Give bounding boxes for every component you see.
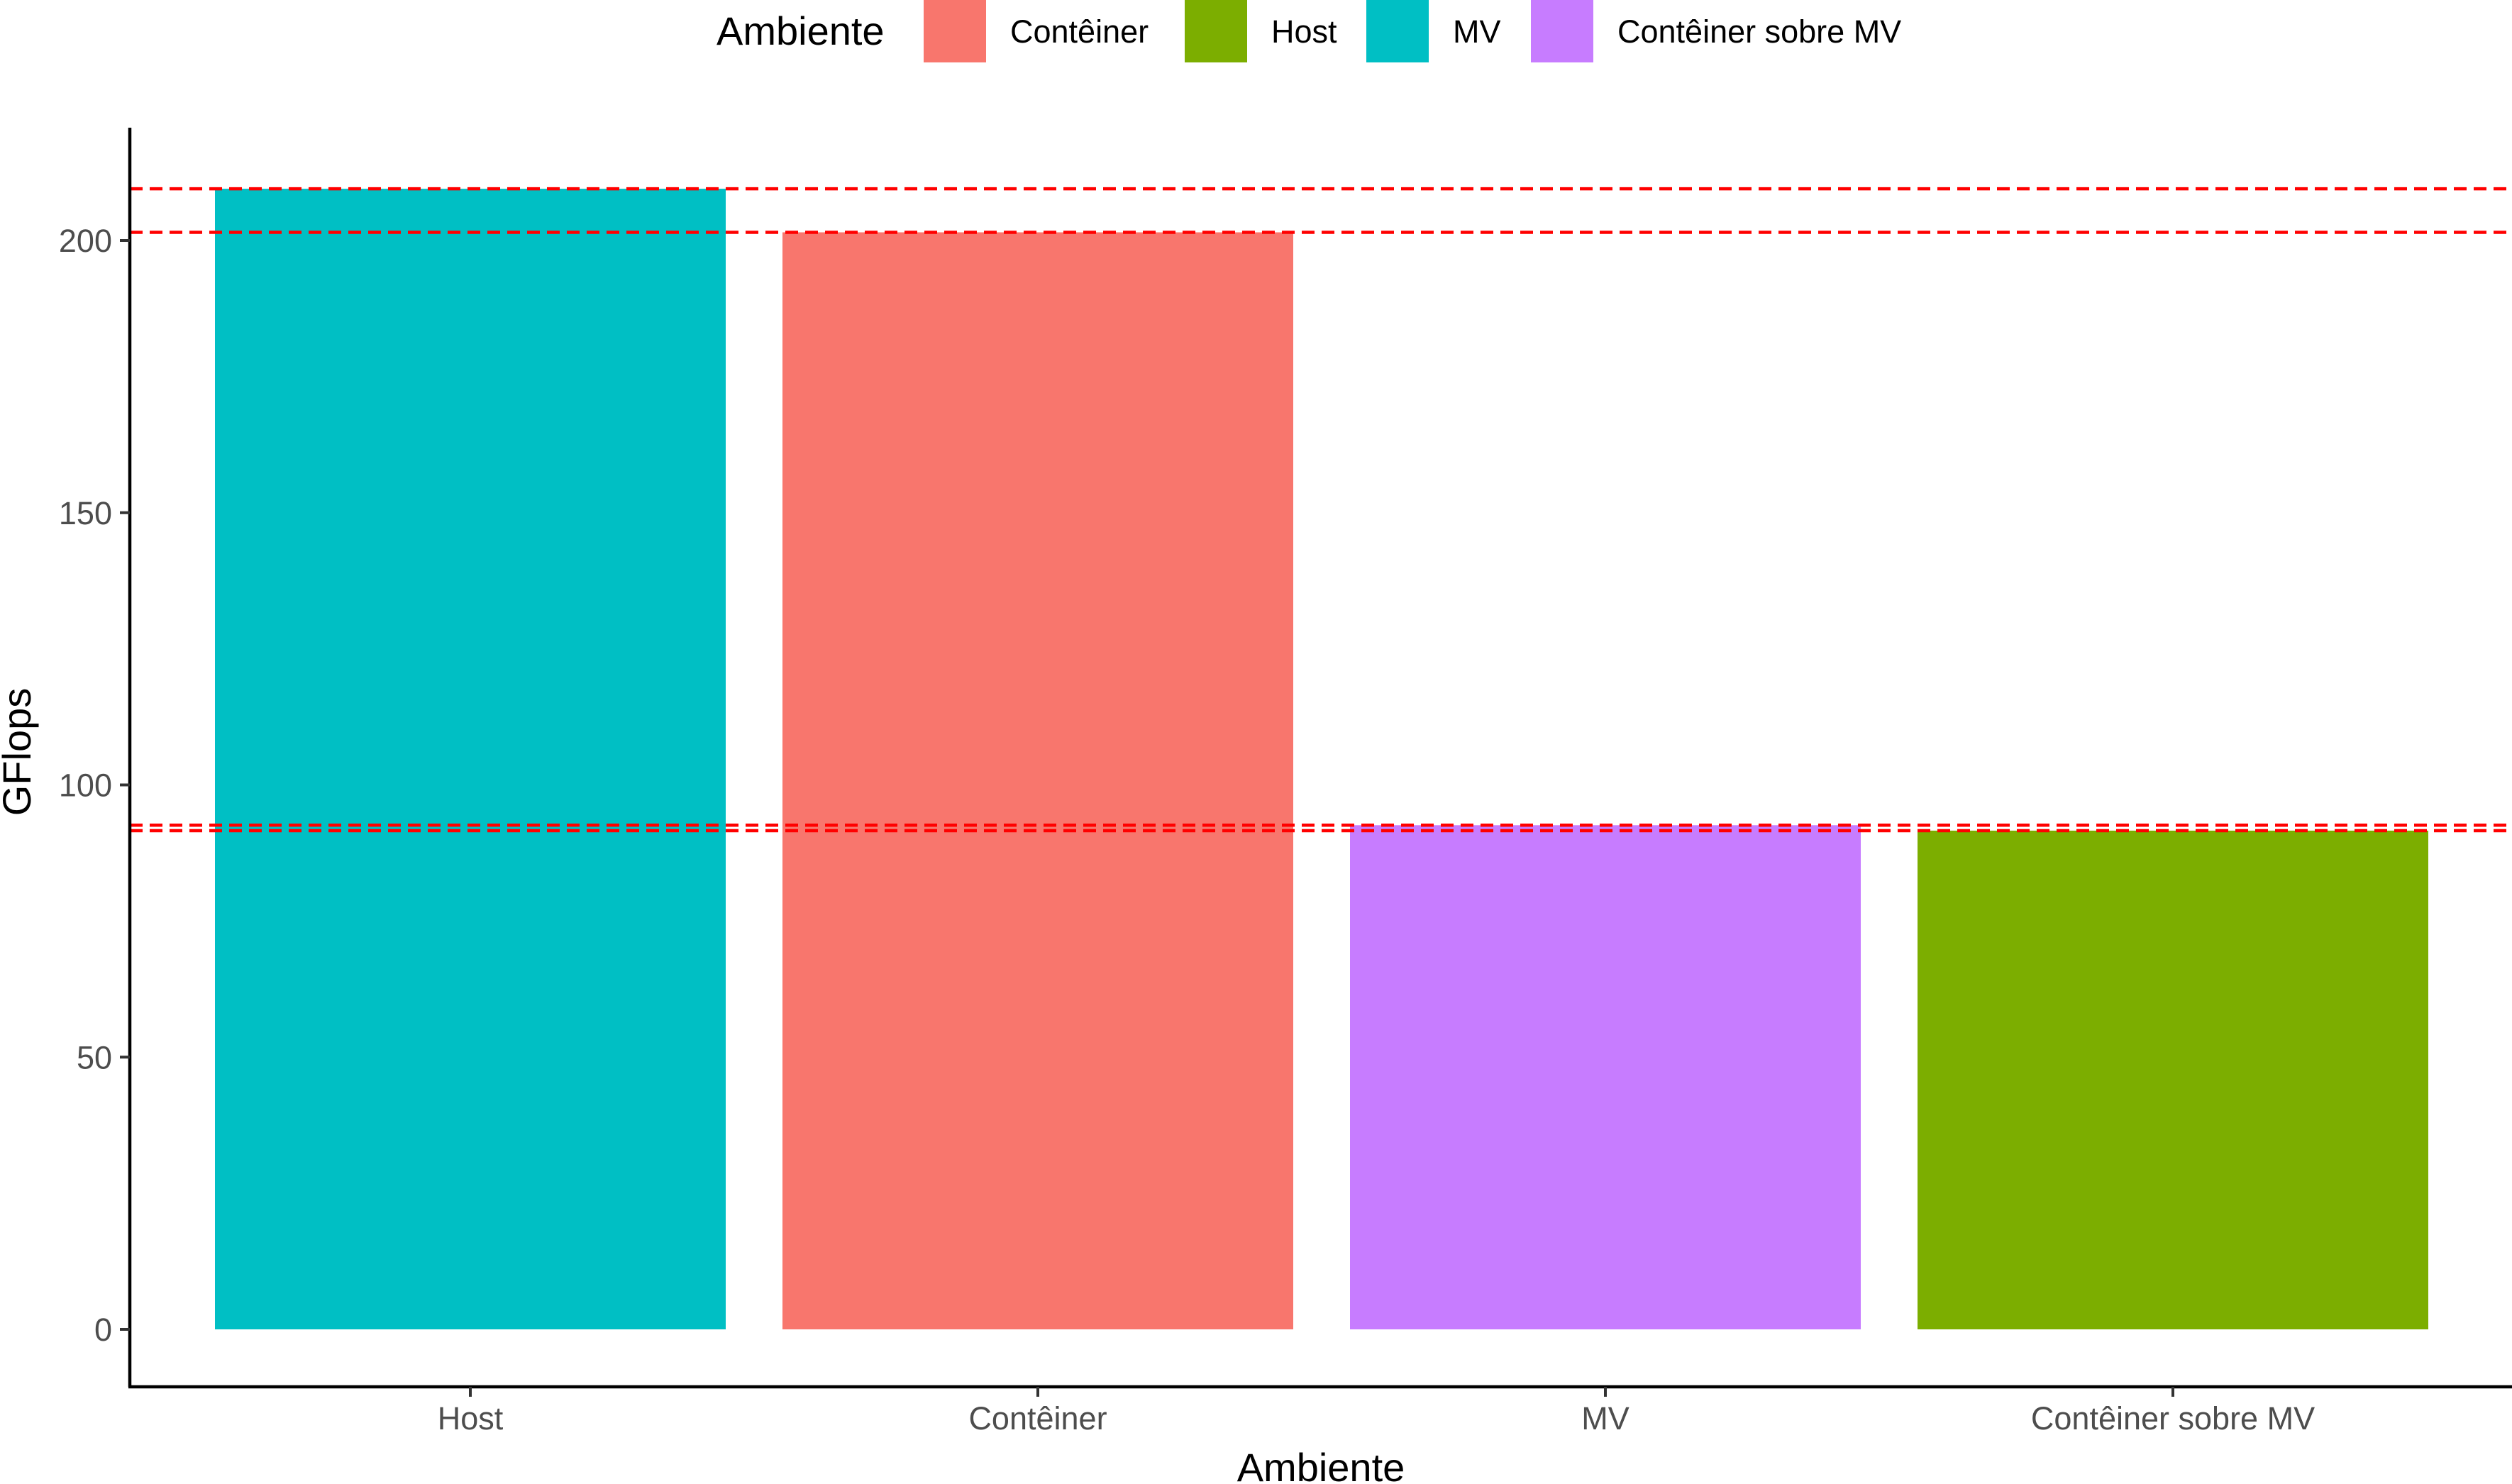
legend-swatch-mv: [1366, 0, 1429, 62]
y-tick-label-50: 50: [77, 1039, 112, 1075]
legend-swatch-conteiner-sobre-mv: [1531, 0, 1593, 62]
axes: 0 50 100 150 200 Host Contêiner MV Contêiner sob…: [59, 128, 2512, 1436]
legend-swatch-host: [1185, 0, 1247, 62]
legend-swatch-conteiner: [924, 0, 986, 62]
legend-label-conteiner-sobre-mv: Contêiner sobre MV: [1617, 13, 1901, 50]
legend-label-conteiner: Contêiner: [1010, 13, 1149, 50]
bar-mv: [1350, 825, 1861, 1329]
legend-label-host: Host: [1271, 13, 1337, 50]
y-tick-label-150: 150: [59, 495, 112, 531]
y-axis-title: GFlops: [0, 688, 39, 816]
y-tick-label-100: 100: [59, 768, 112, 804]
x-axis-title: Ambiente: [1237, 1445, 1405, 1484]
bar-conteiner-sobre-mv: [1918, 830, 2428, 1329]
legend-label-mv: MV: [1453, 13, 1501, 50]
bars: [215, 189, 2428, 1329]
x-tick-label-mv: MV: [1581, 1400, 1630, 1436]
bar-conteiner: [782, 232, 1293, 1329]
x-tick-label-conteiner: Contêiner: [968, 1400, 1107, 1436]
y-tick-label-0: 0: [94, 1312, 112, 1348]
legend-title: Ambiente: [716, 9, 885, 53]
x-tick-label-conteiner-sobre-mv: Contêiner sobre MV: [2031, 1400, 2315, 1436]
legend: Ambiente Contêiner Host MV Contêiner sobre …: [716, 0, 1901, 62]
bar-host: [215, 189, 726, 1329]
y-tick-label-200: 200: [59, 223, 112, 259]
x-tick-label-host: Host: [438, 1400, 504, 1436]
